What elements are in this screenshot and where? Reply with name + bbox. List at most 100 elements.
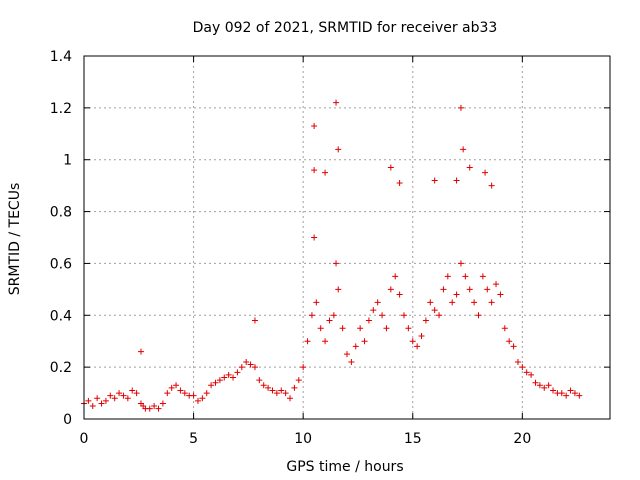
data-point	[208, 382, 215, 389]
data-point	[335, 286, 342, 293]
data-point	[190, 392, 197, 399]
y-tick-label: 0	[63, 412, 72, 428]
data-point	[471, 299, 478, 306]
data-point	[405, 325, 412, 332]
data-point	[282, 390, 289, 397]
data-point	[199, 395, 206, 402]
data-point	[418, 333, 425, 340]
data-point	[295, 377, 302, 384]
data-point	[514, 358, 521, 365]
axis-ticks: 0 0.2 0.4 0.6 0.8 1 1.2 1.4 0 5 10 15 20	[50, 49, 610, 447]
data-point	[230, 374, 237, 381]
data-point	[374, 299, 381, 306]
data-point	[159, 400, 166, 407]
data-point	[308, 312, 315, 319]
data-point	[333, 260, 340, 267]
data-point	[133, 390, 140, 397]
data-point	[431, 177, 438, 184]
data-point	[265, 384, 272, 391]
data-point	[466, 286, 473, 293]
data-point	[313, 299, 320, 306]
data-point	[89, 403, 96, 410]
data-point	[333, 99, 340, 106]
data-point	[357, 325, 364, 332]
plot-frame	[83, 55, 611, 420]
data-point	[484, 286, 491, 293]
data-point	[243, 358, 250, 365]
data-point	[536, 382, 543, 389]
data-point	[550, 387, 557, 394]
chart-title: Day 092 of 2021, SRMTID for receiver ab3…	[193, 20, 498, 36]
data-point	[256, 377, 263, 384]
y-tick-label: 1	[63, 153, 72, 169]
data-point	[173, 382, 180, 389]
grid	[84, 56, 610, 419]
x-tick-label: 5	[189, 431, 198, 447]
y-axis-label: SRMTID / TECUs	[7, 183, 23, 296]
data-point	[352, 343, 359, 350]
data-point	[379, 312, 386, 319]
data-point	[462, 273, 469, 280]
data-point	[300, 364, 307, 371]
data-point	[479, 273, 486, 280]
data-point	[120, 392, 127, 399]
data-point	[414, 343, 421, 350]
data-point	[488, 299, 495, 306]
data-point	[523, 369, 530, 376]
data-point	[251, 317, 258, 324]
data-point	[94, 395, 101, 402]
data-point	[155, 405, 162, 412]
data-point	[317, 325, 324, 332]
data-point	[400, 312, 407, 319]
data-point	[383, 325, 390, 332]
data-point	[392, 273, 399, 280]
data-point	[519, 364, 526, 371]
data-point	[146, 405, 153, 412]
data-point	[365, 317, 372, 324]
data-point	[387, 164, 394, 171]
data-point	[102, 397, 109, 404]
data-point	[440, 286, 447, 293]
data-point	[260, 382, 267, 389]
data-point	[409, 338, 416, 345]
data-point	[181, 390, 188, 397]
y-tick-label: 0.8	[50, 205, 72, 221]
data-point	[344, 351, 350, 358]
data-point	[234, 369, 241, 376]
data-point	[493, 281, 500, 288]
data-point	[137, 348, 144, 355]
data-point	[361, 338, 368, 345]
data-point	[194, 397, 201, 404]
data-point	[387, 286, 394, 293]
y-tick-label: 1.4	[50, 49, 72, 65]
data-point	[322, 338, 329, 345]
data-point	[221, 374, 228, 381]
data-point	[348, 358, 355, 365]
data-point	[225, 371, 232, 378]
x-tick-label: 15	[404, 431, 422, 447]
data-point	[278, 387, 285, 394]
data-point	[339, 325, 346, 332]
data-point	[129, 387, 136, 394]
data-point	[322, 169, 329, 176]
data-point	[116, 390, 123, 397]
data-point	[111, 395, 118, 402]
data-point	[431, 307, 438, 314]
data-point	[460, 146, 467, 153]
data-point	[541, 384, 548, 391]
data-point	[238, 364, 245, 371]
data-point	[488, 182, 495, 189]
data-point	[151, 403, 158, 410]
data-point	[273, 390, 280, 397]
data-point	[85, 397, 92, 404]
y-tick-label: 0.6	[50, 256, 72, 272]
data-point	[422, 317, 429, 324]
data-point	[571, 390, 578, 397]
data-point	[370, 307, 377, 314]
data-point	[107, 392, 114, 399]
data-point	[453, 177, 460, 184]
data-point	[453, 291, 460, 298]
data-point	[563, 392, 570, 399]
y-tick-label: 0.2	[50, 360, 72, 376]
